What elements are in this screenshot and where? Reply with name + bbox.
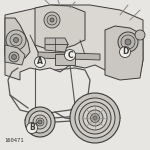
Circle shape [33, 115, 47, 129]
Polygon shape [2, 2, 148, 145]
Circle shape [120, 46, 130, 57]
Polygon shape [105, 26, 143, 80]
Circle shape [9, 52, 19, 62]
Circle shape [79, 102, 111, 134]
Circle shape [14, 38, 18, 42]
Circle shape [47, 15, 57, 25]
Text: B: B [29, 123, 35, 132]
Circle shape [118, 32, 138, 52]
Circle shape [6, 30, 26, 50]
Circle shape [93, 116, 97, 120]
Polygon shape [5, 18, 30, 60]
Circle shape [50, 18, 54, 22]
Circle shape [75, 98, 115, 138]
Text: C: C [67, 51, 73, 60]
Circle shape [44, 12, 60, 28]
Circle shape [87, 110, 103, 126]
Polygon shape [38, 52, 100, 60]
Text: A: A [37, 57, 43, 66]
Circle shape [10, 34, 22, 46]
Polygon shape [5, 5, 143, 80]
Circle shape [83, 106, 107, 130]
Circle shape [90, 114, 99, 123]
Circle shape [125, 39, 131, 45]
Polygon shape [35, 5, 85, 50]
Text: D: D [122, 48, 128, 57]
Circle shape [29, 111, 51, 133]
Text: 160471: 160471 [4, 138, 24, 143]
Circle shape [27, 123, 38, 134]
Polygon shape [45, 38, 68, 52]
Circle shape [64, 50, 75, 60]
Circle shape [25, 107, 55, 137]
Polygon shape [5, 45, 25, 65]
Circle shape [12, 54, 16, 60]
Circle shape [34, 57, 45, 68]
Circle shape [36, 118, 44, 126]
Circle shape [121, 35, 135, 49]
Circle shape [135, 30, 145, 40]
Circle shape [70, 93, 120, 143]
Circle shape [38, 120, 42, 124]
Polygon shape [55, 54, 75, 65]
